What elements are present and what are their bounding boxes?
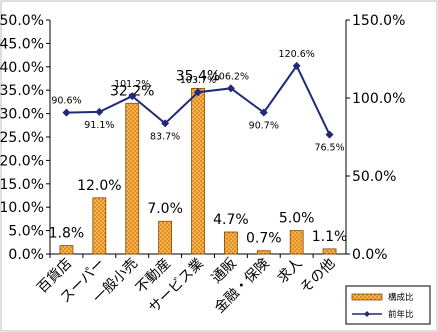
bar-スーパー bbox=[92, 197, 107, 255]
left-tick-label: 15.0% bbox=[0, 177, 44, 193]
bar-その他 bbox=[322, 248, 337, 255]
line-value-label: 91.1% bbox=[84, 120, 114, 131]
left-tick-label: 25.0% bbox=[0, 130, 44, 146]
left-tick-label: 0.0% bbox=[8, 247, 44, 263]
bar-金融・保険 bbox=[256, 250, 271, 255]
bar-value-label: 35.4% bbox=[176, 68, 220, 84]
legend-swatch-marker bbox=[364, 311, 370, 317]
legend-label-line: 前年比 bbox=[388, 309, 414, 320]
legend-box bbox=[345, 285, 431, 325]
bar-value-label: 12.0% bbox=[77, 178, 121, 194]
right-tick-label: 50.0% bbox=[352, 169, 396, 185]
bar-value-label: 1.8% bbox=[49, 226, 85, 242]
right-tick-label: 100.0% bbox=[352, 91, 405, 107]
bar-一般小売 bbox=[125, 102, 140, 255]
bar-百貨店 bbox=[59, 245, 74, 255]
line-value-label: 90.7% bbox=[249, 121, 279, 132]
line-value-label: 76.5% bbox=[314, 143, 344, 154]
legend-label-bar: 構成比 bbox=[388, 292, 414, 303]
bar-value-label: 1.1% bbox=[312, 229, 348, 245]
left-tick-label: 45.0% bbox=[0, 36, 44, 52]
line-value-label: 103.7% bbox=[180, 75, 216, 86]
left-tick-label: 40.0% bbox=[0, 60, 44, 76]
bar-通販 bbox=[223, 231, 238, 255]
bar-サービス業 bbox=[191, 87, 205, 255]
line-point bbox=[62, 108, 71, 117]
line-point bbox=[259, 108, 268, 117]
bar-value-label: 32.2% bbox=[110, 83, 154, 99]
right-tick-label: 150.0% bbox=[352, 13, 405, 29]
left-tick-label: 20.0% bbox=[0, 153, 44, 169]
line-point bbox=[226, 84, 235, 93]
bar-value-label: 5.0% bbox=[279, 211, 315, 227]
legend-swatch-bar bbox=[351, 293, 383, 301]
right-tick-label: 0.0% bbox=[352, 247, 388, 263]
line-value-label: 106.2% bbox=[213, 71, 249, 82]
left-tick-label: 10.0% bbox=[0, 200, 44, 216]
line-value-label: 101.2% bbox=[114, 79, 150, 90]
line-point bbox=[95, 107, 104, 116]
line-point bbox=[325, 130, 334, 139]
line-point bbox=[194, 88, 202, 97]
line-point bbox=[292, 61, 301, 70]
line-point bbox=[161, 119, 170, 128]
line-point bbox=[128, 92, 137, 101]
left-tick-label: 50.0% bbox=[0, 13, 44, 29]
bar-value-label: 4.7% bbox=[213, 212, 249, 228]
bar-求人 bbox=[289, 230, 304, 255]
left-tick-label: 35.0% bbox=[0, 83, 44, 99]
line-value-label: 83.7% bbox=[150, 131, 180, 142]
line-value-label: 90.6% bbox=[51, 96, 81, 107]
left-tick-label: 30.0% bbox=[0, 107, 44, 123]
line-value-label: 120.6% bbox=[279, 49, 315, 60]
bar-不動産 bbox=[158, 220, 173, 255]
bar-value-label: 7.0% bbox=[147, 201, 183, 217]
left-tick-label: 5.0% bbox=[8, 224, 44, 240]
bar-value-label: 0.7% bbox=[246, 231, 282, 247]
